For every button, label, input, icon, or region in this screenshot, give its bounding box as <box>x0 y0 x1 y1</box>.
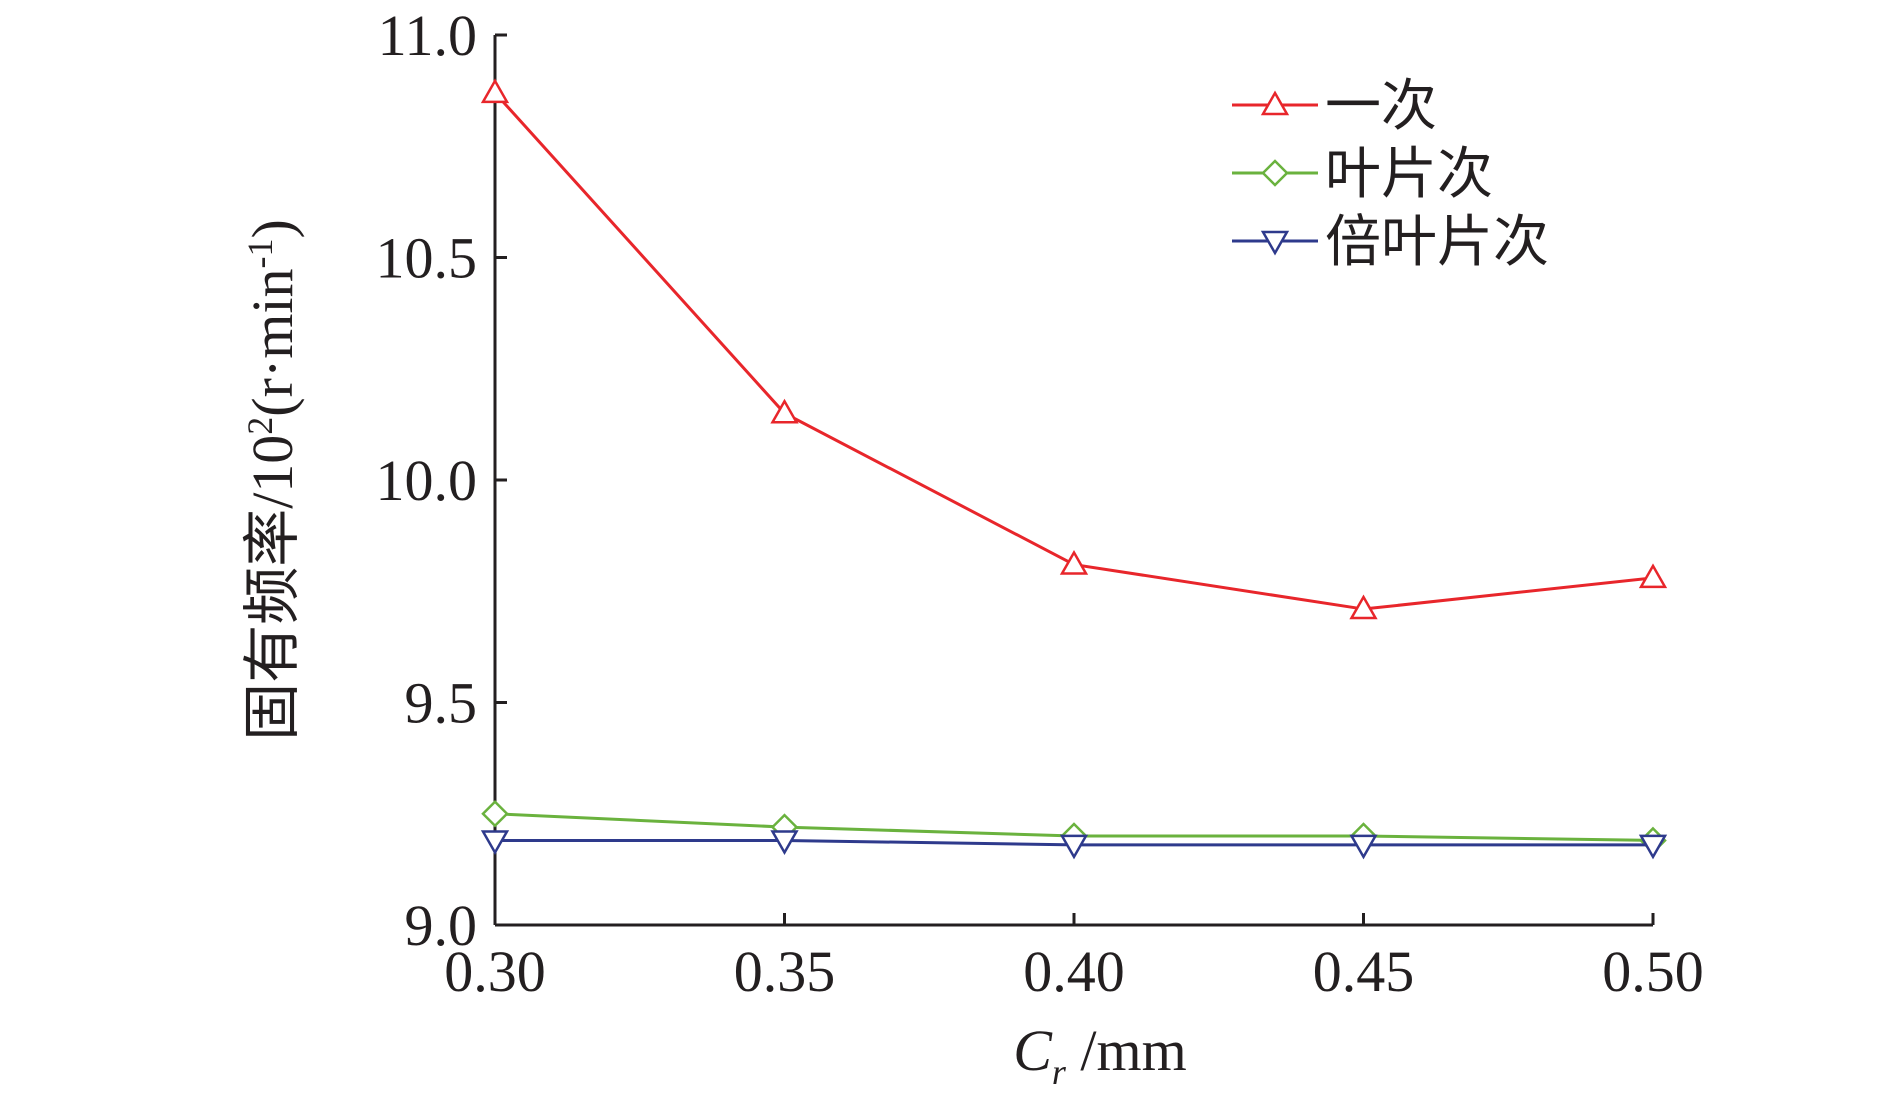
data-point <box>481 799 509 828</box>
data-point <box>1349 594 1378 620</box>
legend-marker <box>1260 230 1290 256</box>
legend-item: 一次 <box>1232 74 1437 139</box>
legend-item: 倍叶片次 <box>1232 210 1549 275</box>
series-3 <box>480 830 1668 860</box>
data-point <box>770 830 799 855</box>
data-point <box>770 398 799 424</box>
data-point <box>1638 834 1668 860</box>
y-tick-label: 10.5 <box>376 226 478 291</box>
legend-item: 叶片次 <box>1232 142 1493 207</box>
y-tick-label: 10.0 <box>376 448 478 513</box>
x-axis-title: Cr /mm <box>1013 1018 1187 1092</box>
x-tick-label: 0.45 <box>1313 939 1415 1004</box>
data-point <box>480 830 510 855</box>
x-tick-label: 0.40 <box>1023 939 1125 1004</box>
x-tick-label: 0.35 <box>734 939 836 1004</box>
data-point <box>1059 550 1089 575</box>
legend-marker <box>1260 90 1290 116</box>
x-tick-label: 0.30 <box>444 939 546 1004</box>
legend-marker <box>1261 159 1289 187</box>
x-tick-label: 0.50 <box>1602 939 1704 1004</box>
legend-label: 一次 <box>1325 74 1437 139</box>
y-tick-label: 11.0 <box>378 3 477 68</box>
series-layer <box>480 78 1668 860</box>
y-tick-label: 9.0 <box>405 893 478 958</box>
legend-label: 叶片次 <box>1325 142 1493 207</box>
y-axis-title: 固有频率/102(r·min-1) <box>240 219 305 741</box>
y-ticks: 9.0 9.5 10.0 10.5 11.0 <box>376 3 507 958</box>
data-point <box>1059 834 1089 860</box>
x-ticks: 0.30 0.35 0.40 0.45 0.50 <box>444 913 1704 1004</box>
data-point <box>480 78 510 104</box>
y-tick-label: 9.5 <box>405 671 478 736</box>
data-point <box>1638 563 1668 589</box>
legend-label: 倍叶片次 <box>1325 210 1549 275</box>
data-point <box>1349 834 1378 860</box>
series-1 <box>480 78 1668 620</box>
